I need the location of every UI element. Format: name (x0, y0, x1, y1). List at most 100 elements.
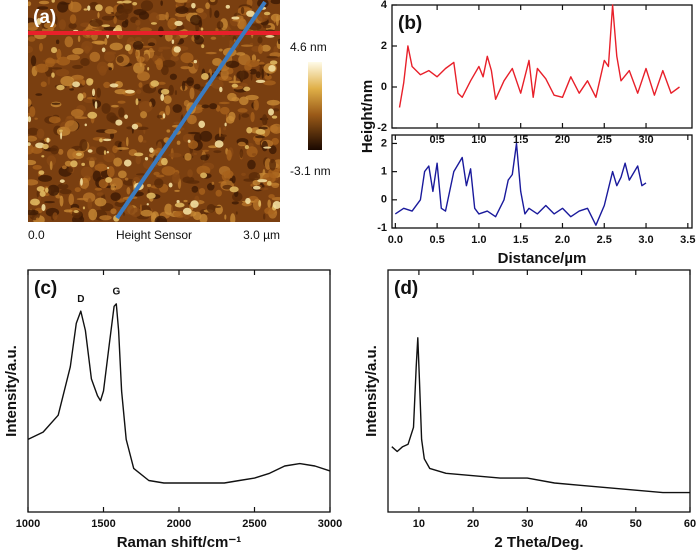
texture (92, 88, 96, 97)
texture (182, 207, 192, 215)
texture (156, 114, 163, 119)
texture (51, 0, 55, 3)
texture (68, 22, 77, 29)
x-tick-label: 1.5 (513, 234, 528, 246)
texture (214, 140, 224, 148)
texture (171, 39, 175, 45)
texture (211, 79, 224, 90)
texture (219, 86, 223, 93)
texture (153, 171, 160, 176)
texture (135, 19, 141, 26)
texture (82, 192, 96, 203)
texture (160, 93, 165, 101)
texture (192, 211, 202, 221)
texture (270, 0, 280, 5)
texture (174, 90, 178, 96)
texture (201, 104, 210, 109)
texture (122, 0, 132, 4)
plot-frame (27, 269, 331, 513)
texture (247, 159, 256, 170)
x-tick-label: 20 (467, 518, 479, 530)
texture (51, 102, 61, 105)
texture (55, 68, 70, 77)
texture (28, 22, 39, 31)
x-axis-label: Distance/µm (498, 250, 587, 267)
y-axis-label: Intensity/a.u. (363, 345, 380, 437)
texture (146, 192, 156, 199)
texture (258, 199, 262, 207)
texture (135, 173, 147, 176)
texture (173, 121, 181, 125)
texture (188, 140, 199, 149)
texture (252, 185, 261, 190)
texture (241, 113, 250, 118)
x-tick-label: 1500 (91, 518, 115, 530)
texture (246, 59, 260, 68)
texture (138, 11, 150, 20)
texture (59, 188, 72, 195)
texture (86, 156, 97, 162)
texture (209, 7, 212, 18)
texture (257, 179, 268, 183)
y-tick-label: 2 (381, 40, 387, 52)
texture (56, 84, 65, 91)
panel-label: (c) (34, 278, 57, 299)
texture (132, 2, 138, 6)
texture (237, 141, 246, 147)
texture (160, 157, 168, 166)
x-tick-label: 10 (413, 518, 425, 530)
texture (46, 155, 57, 166)
texture (154, 178, 164, 189)
texture (87, 198, 93, 211)
texture (175, 6, 189, 15)
texture (109, 42, 123, 51)
texture (81, 79, 86, 86)
texture (160, 52, 163, 60)
texture (216, 21, 224, 30)
texture (56, 48, 62, 60)
texture (149, 101, 152, 107)
texture (245, 94, 259, 101)
texture (138, 100, 153, 113)
texture (168, 152, 182, 158)
texture (190, 200, 199, 208)
texture (200, 172, 208, 179)
texture (105, 176, 113, 183)
texture (94, 163, 108, 172)
texture (47, 76, 51, 86)
texture (263, 80, 276, 86)
texture (160, 88, 170, 95)
texture (247, 70, 252, 73)
texture (115, 25, 122, 32)
texture (251, 153, 257, 156)
texture (163, 95, 172, 104)
texture (277, 38, 280, 45)
texture (183, 199, 188, 203)
texture (131, 123, 139, 130)
x-axis-label: Raman shift/cm⁻¹ (117, 534, 242, 551)
texture (35, 93, 43, 96)
texture (42, 143, 49, 150)
texture (240, 44, 253, 47)
texture (161, 59, 176, 68)
colorbar-label: 4.6 nm (290, 40, 327, 54)
texture (36, 190, 39, 198)
texture (182, 176, 195, 184)
texture (139, 27, 152, 33)
texture (210, 0, 216, 3)
texture (180, 66, 190, 70)
texture (58, 148, 64, 155)
texture (187, 169, 193, 178)
texture (101, 103, 111, 114)
texture (250, 111, 255, 123)
texture (94, 40, 106, 45)
texture (266, 55, 279, 59)
texture (205, 2, 210, 10)
texture (49, 160, 53, 171)
texture (138, 134, 144, 143)
texture (98, 65, 107, 76)
x-tick-label: 0.0 (388, 234, 403, 246)
texture (186, 7, 199, 13)
texture (165, 11, 169, 21)
texture (199, 130, 213, 142)
